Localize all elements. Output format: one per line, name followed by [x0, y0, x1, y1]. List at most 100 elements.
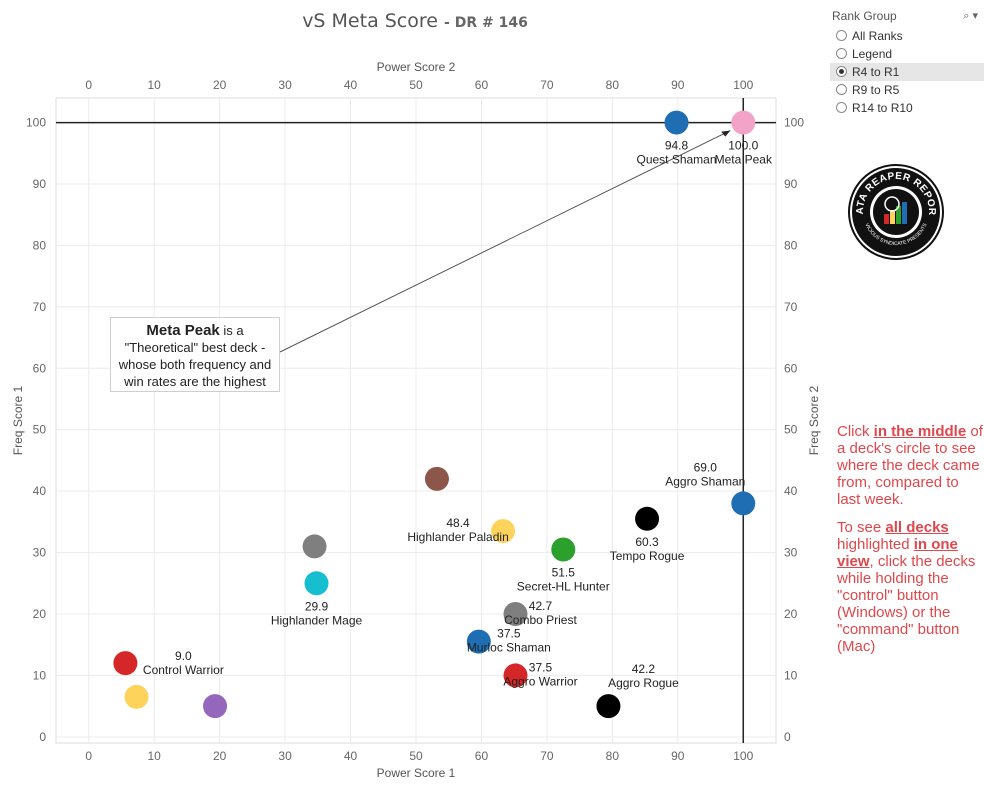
y-tick-label: 60: [33, 361, 47, 375]
filter-option[interactable]: Legend: [830, 45, 984, 63]
y-tick-label: 10: [33, 668, 47, 682]
callout-arrow: [279, 130, 731, 353]
point-value-label: 42.7: [529, 599, 553, 613]
point-name-label: Tempo Rogue: [610, 549, 685, 563]
data-point[interactable]: [731, 110, 756, 135]
point-name-label: Aggro Rogue: [608, 676, 679, 690]
point-value-label: 51.5: [552, 566, 576, 580]
data-point[interactable]: [664, 110, 689, 135]
chart-title: vS Meta Score - DR # 146: [0, 10, 830, 32]
filter-option[interactable]: R14 to R10: [830, 99, 984, 117]
data-point[interactable]: [424, 466, 449, 491]
x2-tick-label: 0: [85, 78, 92, 92]
x-tick-label: 70: [540, 749, 554, 763]
x-tick-label: 60: [475, 749, 489, 763]
callout-line1: is a: [219, 323, 244, 338]
x-tick-label: 80: [606, 749, 620, 763]
x2-axis-title: Power Score 2: [377, 60, 456, 74]
data-point[interactable]: [596, 694, 621, 719]
y2-tick-label: 50: [784, 423, 798, 437]
filter-option[interactable]: R9 to R5: [830, 81, 984, 99]
data-point[interactable]: [113, 651, 138, 676]
point-value-label: 60.3: [635, 535, 659, 549]
instructions-note: Click in the middle of a deck's circle t…: [837, 423, 984, 666]
point-value-label: 42.2: [632, 662, 656, 676]
meta-peak-callout: Meta Peak is a "Theoretical" best deck -…: [110, 317, 280, 392]
note-paragraph-2: To see all decks highlighted in one view…: [837, 519, 984, 655]
y2-tick-label: 100: [784, 116, 804, 130]
data-point[interactable]: [203, 694, 228, 719]
note-text: all decks: [885, 519, 949, 536]
data-point[interactable]: [304, 571, 329, 596]
radio-button[interactable]: [836, 66, 847, 77]
x-axis-title: Power Score 1: [377, 766, 456, 780]
x2-tick-label: 10: [148, 78, 162, 92]
y-axis-title: Freq Score 1: [11, 385, 25, 455]
callout-body: "Theoretical" best deck - whose both fre…: [118, 340, 272, 389]
y-tick-label: 80: [33, 238, 47, 252]
filter-title: Rank Group ⌕ ▾: [830, 8, 984, 24]
y2-axis-title: Freq Score 2: [807, 385, 821, 455]
radio-button[interactable]: [836, 102, 847, 113]
filter-option-label: All Ranks: [852, 29, 903, 43]
data-point[interactable]: [503, 602, 528, 626]
data-point[interactable]: [731, 491, 756, 516]
data-point[interactable]: [635, 506, 660, 531]
y2-tick-label: 40: [784, 484, 798, 498]
y-tick-label: 0: [39, 730, 46, 744]
point-name-label: Secret-HL Hunter: [517, 580, 610, 594]
point-name-label: Aggro Shaman: [665, 474, 745, 488]
filter-option[interactable]: R4 to R1: [830, 63, 984, 81]
rank-group-filter[interactable]: Rank Group ⌕ ▾ All Ranks Legend R4 to R1 R9…: [830, 8, 984, 117]
data-point[interactable]: [551, 537, 576, 562]
y2-tick-label: 70: [784, 300, 798, 314]
x-tick-label: 100: [733, 749, 753, 763]
point-value-label: 29.9: [305, 599, 329, 613]
x-tick-label: 0: [85, 749, 92, 763]
x2-tick-label: 80: [606, 78, 620, 92]
x2-tick-label: 30: [278, 78, 292, 92]
y-tick-label: 100: [26, 116, 46, 130]
y2-tick-label: 0: [784, 730, 791, 744]
y-tick-label: 40: [33, 484, 47, 498]
point-value-label: 37.5: [529, 660, 553, 674]
point-value-label: 69.0: [694, 460, 718, 474]
y-tick-label: 90: [33, 177, 47, 191]
note-paragraph-1: Click in the middle of a deck's circle t…: [837, 423, 984, 508]
point-value-label: 48.4: [446, 516, 470, 530]
filter-title-text: Rank Group: [832, 9, 897, 23]
radio-button[interactable]: [836, 30, 847, 41]
x-tick-label: 90: [671, 749, 685, 763]
radio-button[interactable]: [836, 48, 847, 59]
x-tick-label: 30: [278, 749, 292, 763]
y-tick-label: 30: [33, 546, 47, 560]
data-point[interactable]: [466, 629, 491, 654]
point-name-label: Control Warrior: [143, 663, 224, 677]
point-name-label: Quest Shaman: [636, 153, 716, 167]
note-text: highlighted: [837, 536, 914, 553]
y-tick-label: 70: [33, 300, 47, 314]
note-text: in the middle: [873, 423, 967, 440]
point-name-label: Highlander Paladin: [407, 530, 508, 544]
note-text: To see: [837, 519, 886, 536]
search-dropdown-icon[interactable]: ⌕ ▾: [963, 10, 978, 22]
filter-options: All Ranks Legend R4 to R1 R9 to R5 R14 to R1…: [830, 27, 984, 117]
data-point[interactable]: [503, 663, 528, 688]
point-value-label: 94.8: [665, 139, 689, 153]
y2-tick-label: 30: [784, 546, 798, 560]
filter-option[interactable]: All Ranks: [830, 27, 984, 45]
x2-tick-label: 100: [733, 78, 753, 92]
y2-tick-label: 20: [784, 607, 798, 621]
filter-option-label: R4 to R1: [852, 65, 900, 79]
radio-button[interactable]: [836, 84, 847, 95]
data-point[interactable]: [491, 519, 516, 544]
x2-tick-label: 20: [213, 78, 227, 92]
point-value-label: 37.5: [497, 627, 521, 641]
title-subtitle: - DR # 146: [444, 15, 528, 31]
scatter-chart[interactable]: 0 0 10 10 20 20 30 30 40 40 50 50 60 60 70 70 80 80 90 90 10…: [0, 0, 830, 793]
x-tick-label: 40: [344, 749, 358, 763]
x2-tick-label: 60: [475, 78, 489, 92]
data-point[interactable]: [124, 684, 149, 709]
x-tick-label: 50: [409, 749, 423, 763]
data-point[interactable]: [302, 534, 327, 559]
